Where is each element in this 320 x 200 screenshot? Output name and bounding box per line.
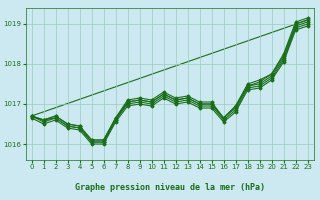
Text: Graphe pression niveau de la mer (hPa): Graphe pression niveau de la mer (hPa) [75,183,265,192]
